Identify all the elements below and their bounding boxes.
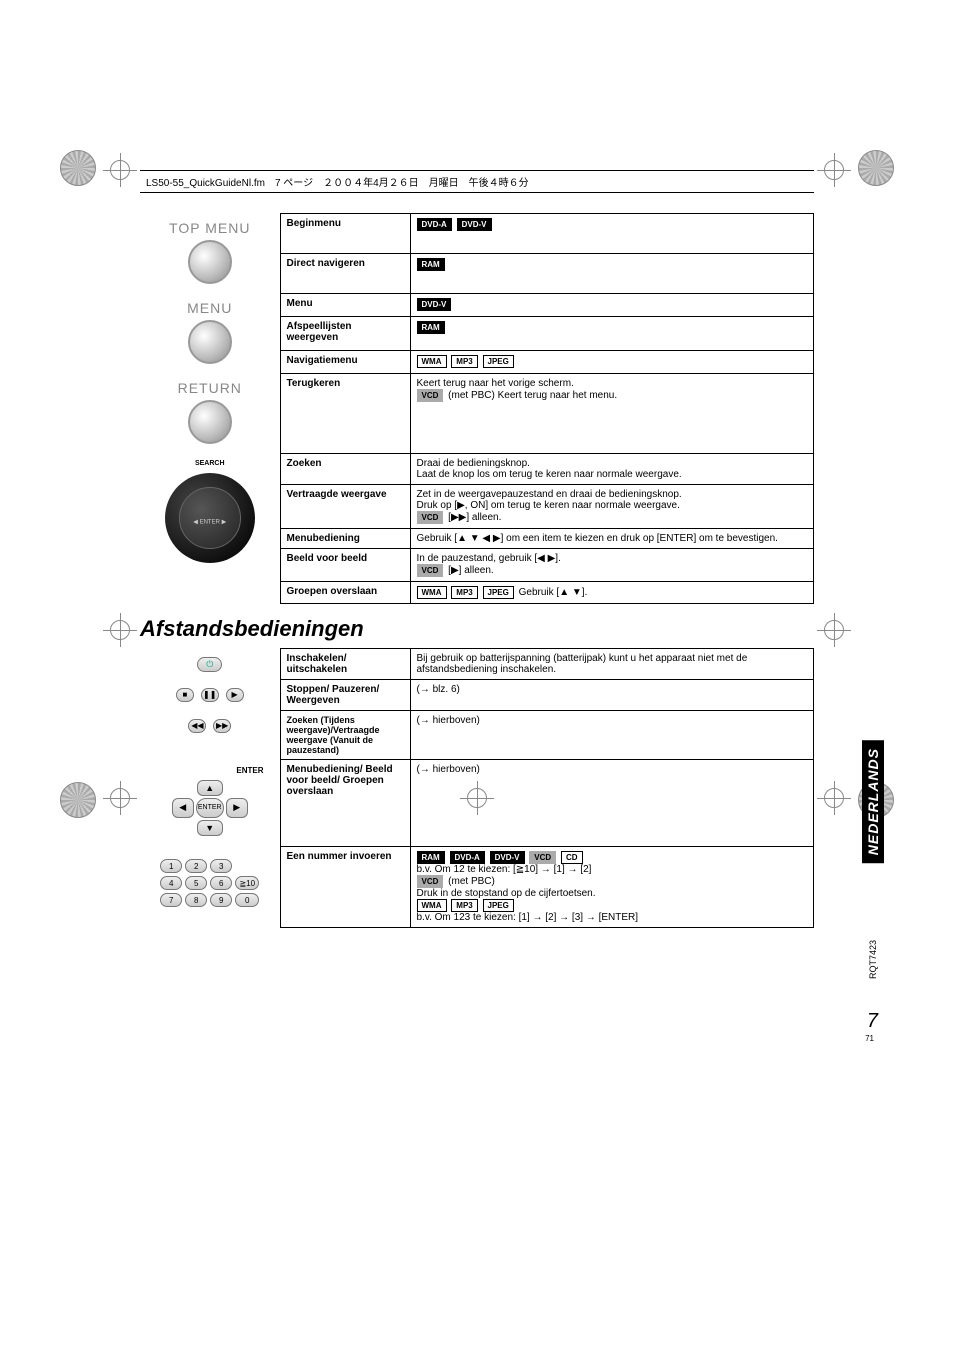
knob-icon: [188, 400, 232, 444]
fn-menu: Menu: [280, 294, 410, 317]
badge-vcd: VCD: [417, 389, 444, 402]
desc: Gebruik [▲ ▼ ◀ ▶] om een item te kiezen …: [410, 529, 814, 549]
fn-return: Terugkeren: [280, 374, 410, 454]
fn-power: Inschakelen/ uitschakelen: [280, 649, 410, 680]
fn-search: Zoeken: [280, 454, 410, 485]
crop-target-tr: [858, 150, 894, 186]
knob-icon: [188, 240, 232, 284]
top-menu-label: TOP MENU: [146, 220, 274, 236]
badge-jpeg: JPEG: [483, 586, 514, 599]
badge-ram: RAM: [417, 258, 445, 271]
fn-search-slow: Zoeken (Tijdens weergave)/Vertraagde wee…: [280, 711, 410, 760]
desc: DVD-V: [410, 294, 814, 317]
page-number-small: 71: [865, 1034, 874, 1043]
crop-mark: [824, 788, 844, 808]
section-title: Afstandsbedieningen: [140, 616, 814, 642]
pause-button-icon: ❚❚: [201, 688, 219, 702]
desc: Zet in de weergavepauzestand en draai de…: [410, 485, 814, 529]
page-number: 7: [867, 1010, 878, 1033]
badge-dvdv: DVD-V: [490, 851, 525, 864]
badge-mp3: MP3: [451, 355, 477, 368]
fn-direct-navigeren: Direct navigeren: [280, 254, 410, 294]
badge-cd: CD: [561, 851, 583, 864]
rewind-button-icon: ◀◀: [188, 719, 206, 733]
badge-ram: RAM: [417, 851, 445, 864]
crop-mark: [110, 788, 130, 808]
dpad-icon: ▲ ◀ENTER▶ ▼: [165, 779, 255, 837]
forward-button-icon: ▶▶: [213, 719, 231, 733]
header-bar: LS50-55_QuickGuideNl.fm 7 ページ ２００４年4月２６日…: [140, 170, 814, 193]
desc: Keert terug naar het vorige scherm. VCD …: [410, 374, 814, 454]
crop-mark: [824, 620, 844, 640]
desc: Bij gebruik op batterijspanning (batteri…: [410, 649, 814, 680]
language-tab: NEDERLANDS: [862, 740, 884, 863]
desc: (→ blz. 6): [410, 680, 814, 711]
fn-navmenu: Navigatiemenu: [280, 350, 410, 373]
numpad-icon: 123 456≧10 7890: [146, 859, 274, 907]
badge-mp3: MP3: [451, 586, 477, 599]
crop-mark: [110, 160, 130, 180]
fn-slow: Vertraagde weergave: [280, 485, 410, 529]
enter-label: ENTER: [146, 766, 274, 775]
badge-vcd: VCD: [417, 564, 444, 577]
desc: RAM: [410, 254, 814, 294]
crop-target-tl: [60, 150, 96, 186]
fn-groups: Groepen overslaan: [280, 582, 410, 604]
fn-number: Een nummer invoeren: [280, 847, 410, 928]
desc: WMA MP3 JPEG Gebruik [▲ ▼].: [410, 582, 814, 604]
badge-vcd: VCD: [529, 851, 556, 864]
return-label: RETURN: [146, 380, 274, 396]
desc: (→ hierboven): [410, 711, 814, 760]
badge-mp3: MP3: [451, 899, 477, 912]
crop-mark: [824, 160, 844, 180]
search-knob-icon: ◀ ENTER ▶: [165, 473, 255, 563]
badge-vcd: VCD: [417, 511, 444, 524]
badge-dvda: DVD-A: [450, 851, 485, 864]
crop-target-bl: [60, 782, 96, 818]
fn-playlists: Afspeellijsten weergeven: [280, 317, 410, 350]
crop-mark: [467, 788, 487, 808]
power-button-icon: ⏻: [197, 657, 222, 672]
badge-jpeg: JPEG: [483, 355, 514, 368]
stop-button-icon: ■: [176, 688, 194, 702]
badge-jpeg: JPEG: [483, 899, 514, 912]
badge-wma: WMA: [417, 355, 447, 368]
desc: RAM DVD-A DVD-V VCD CD b.v. Om 12 te kie…: [410, 847, 814, 928]
badge-wma: WMA: [417, 899, 447, 912]
controls-table: TOP MENU Beginmenu DVD-A DVD-V Direct na…: [140, 213, 814, 604]
fn-beginmenu: Beginmenu: [280, 214, 410, 254]
fn-frame: Beeld voor beeld: [280, 549, 410, 582]
document-code: RQT7423: [868, 940, 878, 979]
menu-label: MENU: [146, 300, 274, 316]
badge-dvdv: DVD-V: [417, 298, 452, 311]
fn-playback: Stoppen/ Pauzeren/ Weergeven: [280, 680, 410, 711]
badge-dvdv: DVD-V: [457, 218, 492, 231]
badge-dvda: DVD-A: [417, 218, 452, 231]
search-label: SEARCH: [146, 460, 274, 467]
knob-icon: [188, 320, 232, 364]
desc: In de pauzestand, gebruik [◀ ▶]. VCD [▶]…: [410, 549, 814, 582]
fn-menu-frame-groups: Menubediening/ Beeld voor beeld/ Groepen…: [280, 760, 410, 847]
crop-mark: [110, 620, 130, 640]
desc: WMA MP3 JPEG: [410, 350, 814, 373]
desc: RAM: [410, 317, 814, 350]
badge-ram: RAM: [417, 321, 445, 334]
badge-vcd: VCD: [417, 875, 444, 888]
fn-menuop: Menubediening: [280, 529, 410, 549]
desc: Draai de bedieningsknop. Laat de knop lo…: [410, 454, 814, 485]
badge-wma: WMA: [417, 586, 447, 599]
play-button-icon: ▶: [226, 688, 244, 702]
desc: DVD-A DVD-V: [410, 214, 814, 254]
